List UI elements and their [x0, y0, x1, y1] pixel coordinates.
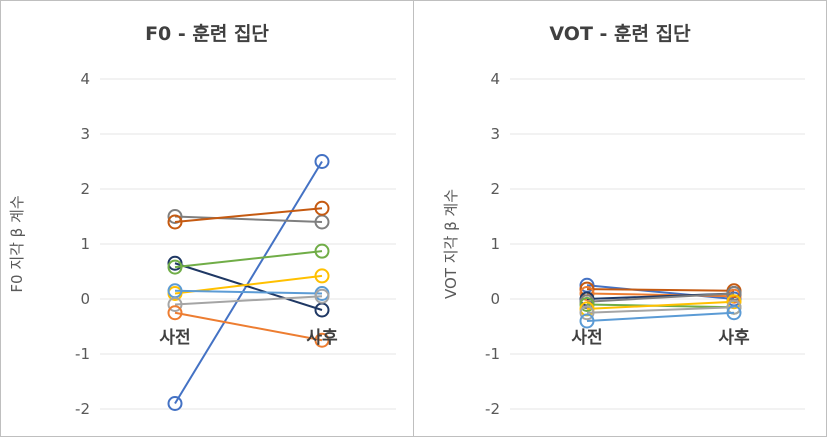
y-tick-label: -1 [75, 345, 90, 363]
series-line [174, 207, 323, 223]
y-axis-label: F0 지각 β 계수 [8, 195, 26, 292]
series-line [174, 289, 323, 295]
series-line [174, 295, 323, 306]
y-tick-label: 3 [490, 125, 500, 143]
data-point [167, 259, 183, 275]
data-point [314, 268, 330, 284]
series-line [174, 262, 323, 311]
series-line [586, 306, 735, 314]
data-point [314, 200, 330, 216]
x-category-label: 사전 [571, 328, 602, 348]
data-point [167, 214, 183, 230]
y-tick-label: 0 [80, 290, 90, 308]
series-line [174, 311, 323, 342]
data-point [579, 297, 595, 312]
data-point [314, 154, 330, 169]
series-line [174, 160, 323, 405]
y-tick-label: -2 [485, 400, 500, 418]
data-point [314, 243, 330, 259]
x-category-label: 사전 [159, 328, 190, 348]
y-tick-label: 4 [490, 70, 500, 88]
data-point [167, 209, 183, 224]
series-line [586, 311, 735, 322]
data-point [579, 305, 595, 321]
y-tick-label: 2 [80, 180, 90, 198]
data-point [167, 305, 183, 321]
data-point [314, 288, 330, 304]
y-tick-label: 1 [80, 235, 90, 253]
x-category-label: 사후 [306, 327, 338, 348]
chart-title: F0 - 훈련 집단 [145, 22, 269, 45]
series-line [174, 250, 323, 269]
series-line [586, 300, 735, 310]
y-tick-label: 2 [490, 180, 500, 198]
data-point [579, 313, 595, 329]
data-point [314, 332, 330, 348]
data-point [167, 396, 183, 411]
data-point [579, 286, 595, 301]
y-tick-label: 0 [490, 290, 500, 308]
series-line [174, 215, 323, 223]
chart-title: VOT - 훈련 집단 [549, 22, 691, 45]
y-tick-label: -2 [75, 400, 90, 418]
data-point [726, 305, 742, 321]
y-tick-label: -1 [485, 345, 500, 363]
series-line [586, 292, 735, 303]
x-category-label: 사후 [718, 327, 750, 348]
y-tick-label: 3 [80, 125, 90, 143]
y-tick-label: 1 [490, 235, 500, 253]
y-tick-label: 4 [80, 70, 90, 88]
data-point [167, 255, 183, 271]
series-line [586, 288, 735, 292]
y-axis-label: VOT 지각 β 계수 [442, 189, 460, 299]
data-point [167, 297, 183, 312]
